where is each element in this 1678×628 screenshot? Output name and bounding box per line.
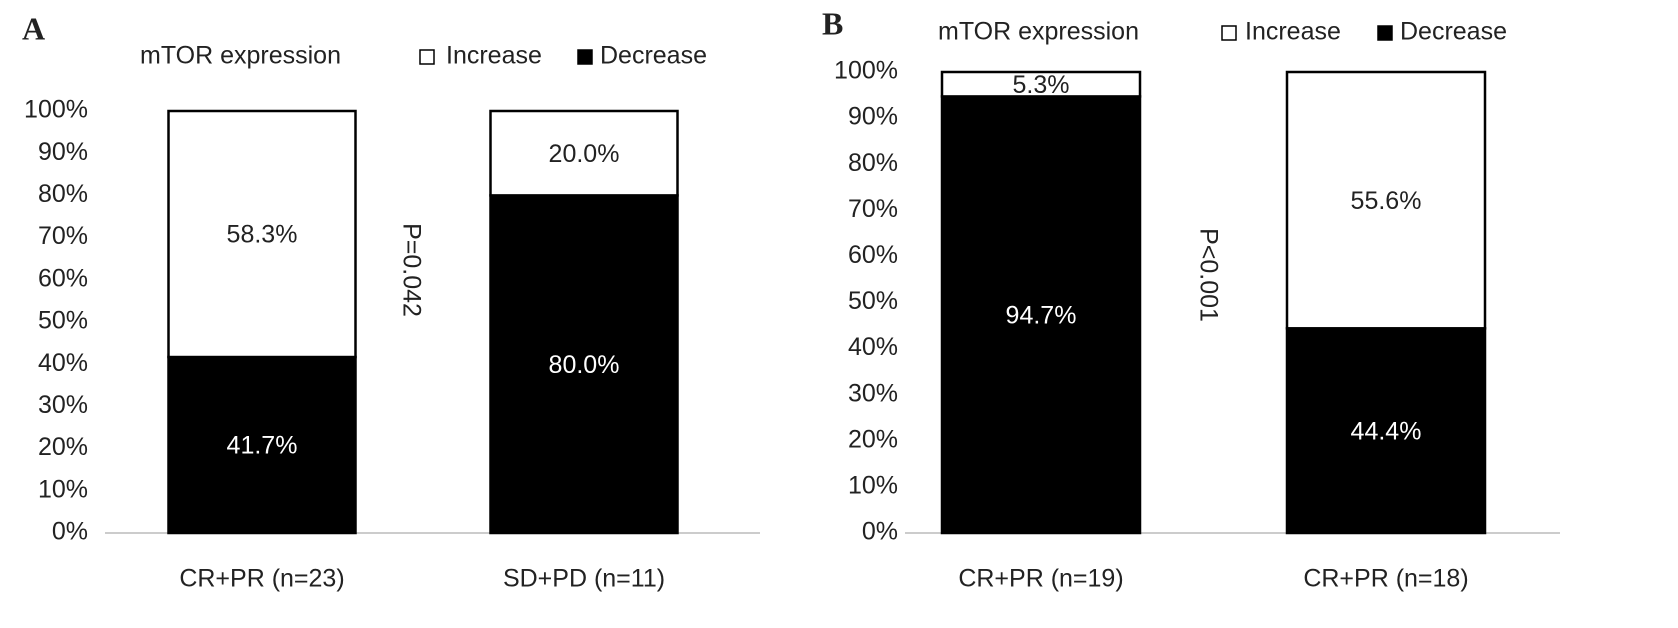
- y-tick-label: 70%: [848, 195, 898, 223]
- y-tick-label: 100%: [24, 96, 88, 124]
- bar-segment: [489, 109, 679, 197]
- legend-label: Decrease: [600, 42, 707, 70]
- legend-label: Increase: [1245, 18, 1341, 46]
- y-tick-label: 40%: [38, 349, 88, 377]
- y-tick-label: 90%: [848, 103, 898, 131]
- legend-swatch: [577, 49, 593, 65]
- panel-label: B: [822, 5, 843, 41]
- y-tick-label: 80%: [848, 149, 898, 177]
- y-tick-label: 100%: [834, 57, 898, 85]
- y-tick-label: 10%: [38, 475, 88, 503]
- y-tick-label: 10%: [848, 472, 898, 500]
- bar-segment: [940, 70, 1142, 98]
- y-tick-label: 60%: [38, 264, 88, 292]
- y-tick-label: 0%: [862, 518, 898, 546]
- p-value-annotation: P<0.001: [1194, 228, 1222, 322]
- bar-segment: [167, 109, 357, 359]
- x-tick-label: CR+PR (n=23): [179, 565, 344, 593]
- y-tick-label: 70%: [38, 222, 88, 250]
- value-label: 94.7%: [1006, 301, 1077, 329]
- y-tick-label: 30%: [38, 391, 88, 419]
- legend-swatch: [1377, 25, 1393, 41]
- x-tick-label: SD+PD (n=11): [503, 565, 665, 593]
- y-tick-label: 20%: [38, 433, 88, 461]
- value-label: 44.4%: [1351, 417, 1422, 445]
- legend-swatch: [1221, 25, 1237, 41]
- y-tick-label: 40%: [848, 333, 898, 361]
- x-tick-label: CR+PR (n=18): [1303, 565, 1468, 593]
- y-tick-label: 50%: [848, 287, 898, 315]
- value-label: 58.3%: [227, 221, 298, 249]
- p-value-annotation: P=0.042: [397, 223, 425, 317]
- y-tick-label: 60%: [848, 241, 898, 269]
- value-label: 55.6%: [1351, 187, 1422, 215]
- legend-label: Decrease: [1400, 18, 1507, 46]
- bar-segment: [940, 95, 1142, 535]
- y-tick-label: 0%: [52, 518, 88, 546]
- legend-swatch: [419, 49, 435, 65]
- value-label: 41.7%: [227, 432, 298, 460]
- value-label: 80.0%: [549, 351, 620, 379]
- value-label: 20.0%: [549, 140, 620, 168]
- y-tick-label: 50%: [38, 307, 88, 335]
- y-tick-label: 30%: [848, 379, 898, 407]
- y-tick-label: 90%: [38, 138, 88, 166]
- value-label: 5.3%: [1013, 71, 1070, 99]
- legend-label: Increase: [446, 42, 542, 70]
- bar-segment: [1285, 70, 1487, 330]
- y-tick-label: 20%: [848, 425, 898, 453]
- y-tick-label: 80%: [38, 180, 88, 208]
- legend-title: mTOR expression: [140, 42, 341, 70]
- panel-label: A: [22, 10, 45, 46]
- bar-segment: [167, 355, 357, 535]
- x-tick-label: CR+PR (n=19): [958, 565, 1123, 593]
- bar-segment: [1285, 327, 1487, 535]
- legend-title: mTOR expression: [938, 18, 1139, 46]
